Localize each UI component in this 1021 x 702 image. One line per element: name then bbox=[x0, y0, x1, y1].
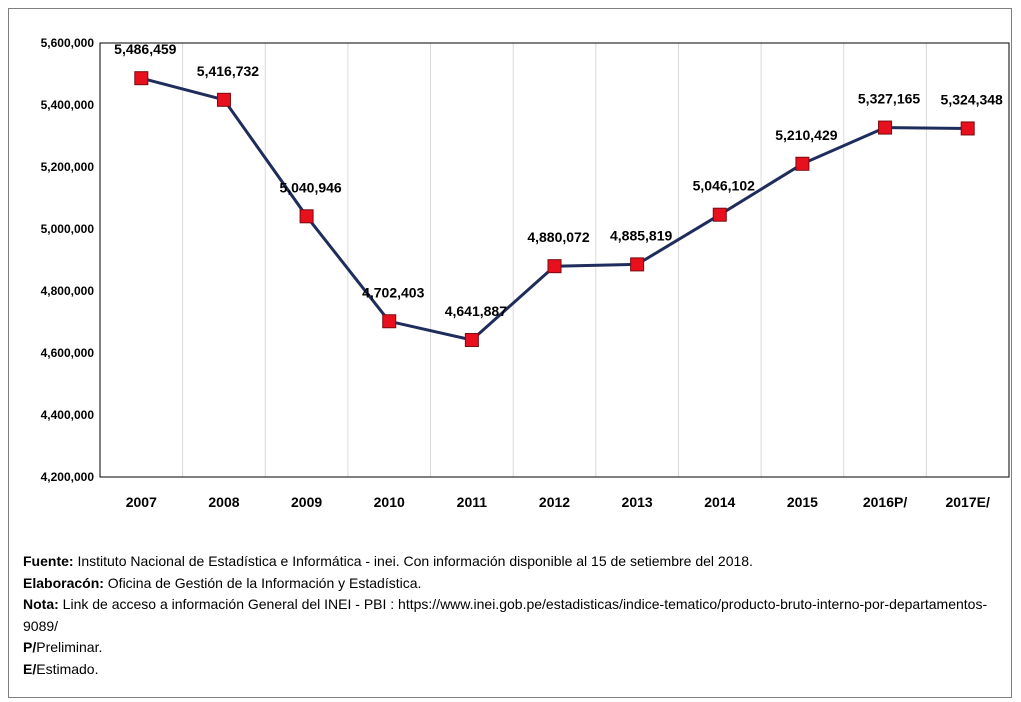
y-tick-label: 5,000,000 bbox=[41, 222, 95, 236]
chart-frame: 4,200,000 4,400,000 4,600,000 4,800,000 5,00… bbox=[8, 8, 1012, 698]
data-label: 5,324,348 bbox=[941, 91, 1003, 107]
x-tick-label: 2007 bbox=[126, 494, 157, 510]
note-source-label: Fuente: bbox=[23, 553, 74, 569]
x-tick-label: 2016P/ bbox=[863, 494, 907, 510]
data-point-marker bbox=[960, 121, 975, 136]
note-nota-text: Link de acceso a información General del… bbox=[23, 596, 988, 634]
data-label: 5,210,429 bbox=[775, 127, 837, 143]
y-tick-label: 4,400,000 bbox=[41, 408, 95, 422]
note-elaboration: Elaboracón: Oficina de Gestión de la Inf… bbox=[23, 573, 1008, 595]
data-point-marker bbox=[382, 314, 397, 329]
note-estimado-text: Estimado. bbox=[36, 660, 99, 677]
data-label: 4,641,887 bbox=[445, 303, 507, 319]
y-tick-label: 5,600,000 bbox=[41, 36, 95, 50]
note-nota: Nota: Link de acceso a información Gener… bbox=[23, 594, 1008, 637]
data-label: 4,880,072 bbox=[527, 229, 589, 245]
line-chart: 4,200,000 4,400,000 4,600,000 4,800,000 5,00… bbox=[41, 36, 1010, 510]
x-tick-label: 2011 bbox=[457, 494, 488, 510]
note-elaboration-text: Oficina de Gestión de la Información y E… bbox=[103, 574, 422, 591]
data-label: 5,040,946 bbox=[279, 179, 341, 195]
note-elaboration-label: Elaboracón: bbox=[23, 574, 104, 591]
note-source-text: Instituto Nacional de Estadística e Info… bbox=[73, 553, 753, 569]
y-tick-label: 4,600,000 bbox=[41, 346, 95, 360]
x-tick-label: 2008 bbox=[208, 494, 239, 510]
x-tick-label: 2014 bbox=[704, 494, 735, 510]
data-point-marker bbox=[712, 207, 727, 222]
data-point-marker bbox=[216, 92, 231, 107]
y-tick-label: 5,200,000 bbox=[41, 160, 95, 174]
data-point-marker bbox=[630, 257, 645, 272]
x-tick-label: 2012 bbox=[539, 494, 570, 510]
y-tick-label: 4,800,000 bbox=[41, 284, 95, 298]
data-point-marker bbox=[299, 209, 314, 224]
data-label: 5,486,459 bbox=[114, 41, 176, 57]
x-tick-label: 2013 bbox=[622, 494, 653, 510]
y-tick-label: 5,400,000 bbox=[41, 98, 95, 112]
data-point-marker bbox=[795, 156, 810, 171]
data-label: 5,046,102 bbox=[693, 178, 755, 194]
note-estimado-label: E/ bbox=[23, 660, 37, 677]
notes-section: Fuente: Instituto Nacional de Estadístic… bbox=[23, 551, 1008, 680]
plot-area bbox=[99, 42, 1010, 478]
data-label: 4,702,403 bbox=[362, 284, 424, 300]
note-preliminar-label: P/ bbox=[23, 639, 37, 655]
data-label: 4,885,819 bbox=[610, 227, 672, 243]
note-source: Fuente: Instituto Nacional de Estadístic… bbox=[23, 551, 1008, 573]
x-tick-label: 2017E/ bbox=[945, 494, 989, 510]
note-preliminar: P/Preliminar. bbox=[23, 637, 1008, 659]
note-nota-label: Nota: bbox=[23, 596, 59, 612]
x-tick-label: 2009 bbox=[291, 494, 322, 510]
x-tick-label: 2015 bbox=[787, 494, 818, 510]
data-point-marker bbox=[464, 333, 479, 348]
y-tick-label: 4,200,000 bbox=[41, 470, 95, 484]
data-point-marker bbox=[878, 120, 893, 135]
note-estimado: E/Estimado. bbox=[23, 659, 1008, 681]
data-label: 5,327,165 bbox=[858, 91, 920, 107]
note-preliminar-text: Preliminar. bbox=[36, 639, 103, 655]
data-point-marker bbox=[547, 259, 562, 274]
x-tick-label: 2010 bbox=[374, 494, 405, 510]
data-label: 5,416,732 bbox=[197, 63, 259, 79]
data-point-marker bbox=[134, 71, 149, 86]
